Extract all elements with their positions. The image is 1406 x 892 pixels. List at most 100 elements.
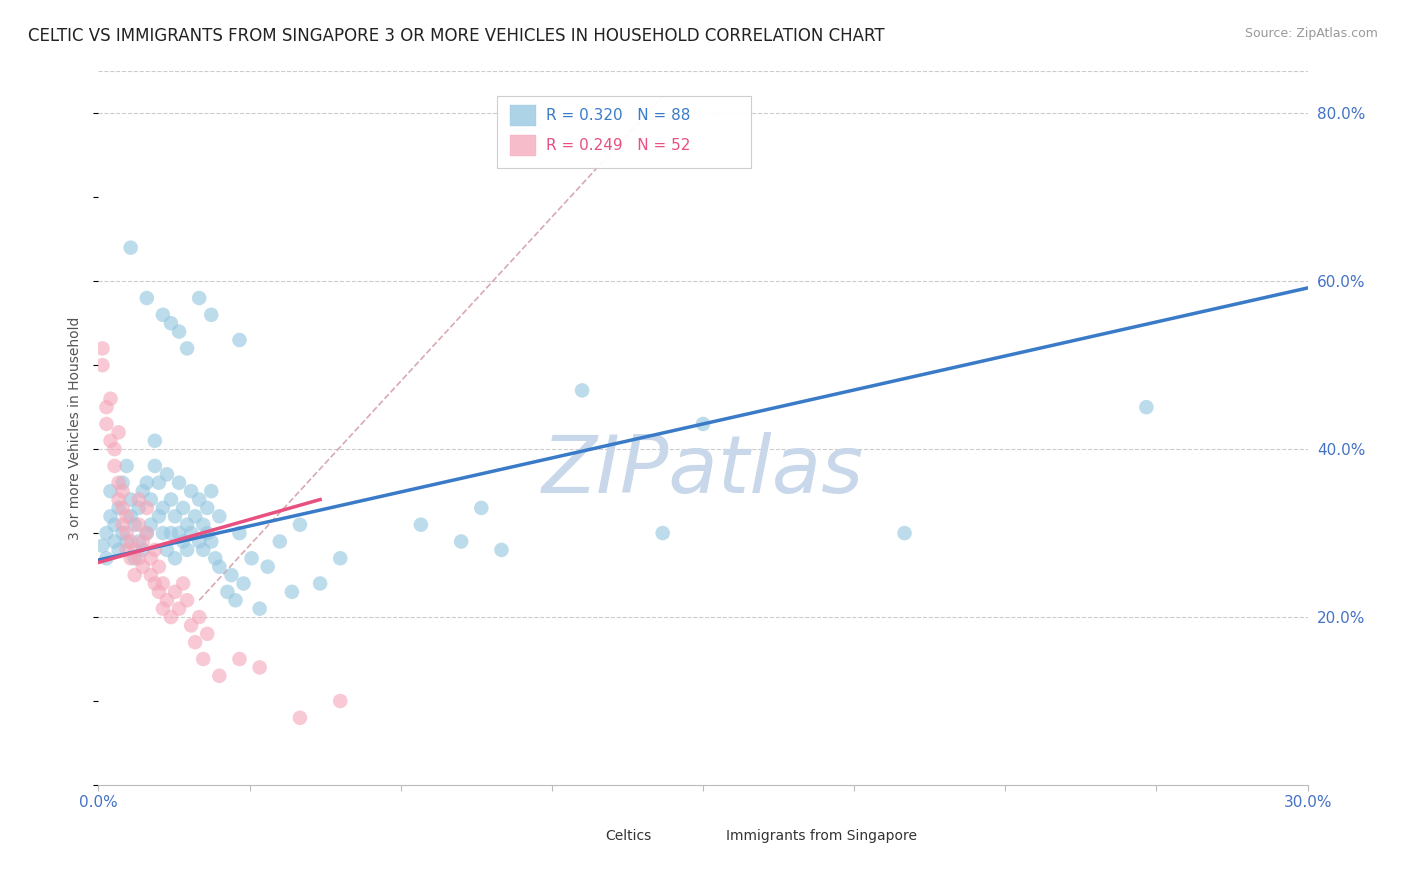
Point — [91, 342, 114, 356]
Point — [200, 534, 222, 549]
Point — [139, 492, 162, 507]
Point — [107, 425, 129, 440]
Point — [128, 534, 150, 549]
Point — [208, 669, 231, 683]
Text: Celtics: Celtics — [605, 830, 651, 843]
Point — [96, 417, 118, 431]
Point — [184, 635, 207, 649]
Point — [176, 593, 198, 607]
Point — [91, 358, 114, 372]
Point — [193, 652, 215, 666]
Text: R = 0.249   N = 52: R = 0.249 N = 52 — [546, 138, 690, 153]
Point — [124, 568, 146, 582]
Point — [111, 526, 134, 541]
Point — [188, 291, 211, 305]
Point — [651, 526, 673, 541]
Point — [232, 576, 254, 591]
Point — [156, 467, 179, 482]
Point — [184, 509, 207, 524]
Point — [143, 542, 166, 557]
Point — [491, 542, 513, 557]
Text: R = 0.320   N = 88: R = 0.320 N = 88 — [546, 108, 690, 123]
Point — [143, 458, 166, 473]
Point — [135, 291, 157, 305]
Point — [195, 627, 218, 641]
Point — [329, 694, 352, 708]
Point — [152, 308, 174, 322]
Point — [132, 484, 155, 499]
Point — [228, 652, 250, 666]
Point — [115, 534, 138, 549]
Point — [91, 539, 114, 553]
Point — [120, 551, 142, 566]
Point — [281, 585, 304, 599]
Point — [180, 618, 202, 632]
Point — [120, 509, 142, 524]
Point — [217, 585, 239, 599]
Point — [167, 526, 190, 541]
Point — [249, 660, 271, 674]
Point — [139, 568, 162, 582]
Point — [115, 526, 138, 541]
Text: Source: ZipAtlas.com: Source: ZipAtlas.com — [1244, 27, 1378, 40]
Point — [100, 509, 122, 524]
Point — [692, 417, 714, 431]
Point — [167, 325, 190, 339]
Point — [167, 475, 190, 490]
Point — [195, 500, 218, 515]
Point — [288, 517, 311, 532]
Point — [450, 534, 472, 549]
Point — [167, 601, 190, 615]
Point — [124, 517, 146, 532]
Point — [148, 475, 170, 490]
Text: CELTIC VS IMMIGRANTS FROM SINGAPORE 3 OR MORE VEHICLES IN HOUSEHOLD CORRELATION : CELTIC VS IMMIGRANTS FROM SINGAPORE 3 OR… — [28, 27, 884, 45]
Point — [139, 517, 162, 532]
Point — [221, 568, 243, 582]
Point — [288, 711, 311, 725]
Point — [96, 400, 118, 414]
Point — [120, 534, 142, 549]
Point — [195, 526, 218, 541]
Point — [172, 534, 194, 549]
Point — [240, 551, 263, 566]
Point — [115, 509, 138, 524]
Point — [128, 492, 150, 507]
Point — [152, 500, 174, 515]
FancyBboxPatch shape — [509, 105, 536, 127]
Point — [188, 534, 211, 549]
Point — [893, 526, 915, 541]
Point — [172, 500, 194, 515]
Point — [107, 542, 129, 557]
Point — [128, 551, 150, 566]
Point — [160, 610, 183, 624]
Point — [100, 392, 122, 406]
Point — [143, 434, 166, 448]
FancyBboxPatch shape — [576, 829, 598, 844]
Point — [200, 484, 222, 499]
Point — [193, 517, 215, 532]
Point — [409, 517, 432, 532]
Point — [249, 601, 271, 615]
Y-axis label: 3 or more Vehicles in Household: 3 or more Vehicles in Household — [69, 317, 83, 540]
Point — [470, 500, 492, 515]
Point — [100, 484, 122, 499]
Point — [180, 484, 202, 499]
Point — [111, 475, 134, 490]
Point — [148, 585, 170, 599]
Point — [111, 484, 134, 499]
Point — [152, 601, 174, 615]
Point — [152, 526, 174, 541]
Point — [111, 500, 134, 515]
Point — [148, 559, 170, 574]
Point — [193, 542, 215, 557]
Point — [309, 576, 332, 591]
Point — [208, 509, 231, 524]
Point — [329, 551, 352, 566]
Point — [103, 458, 125, 473]
Point — [128, 517, 150, 532]
Point — [204, 551, 226, 566]
Point — [156, 593, 179, 607]
Point — [132, 559, 155, 574]
Point — [143, 576, 166, 591]
Point — [228, 526, 250, 541]
